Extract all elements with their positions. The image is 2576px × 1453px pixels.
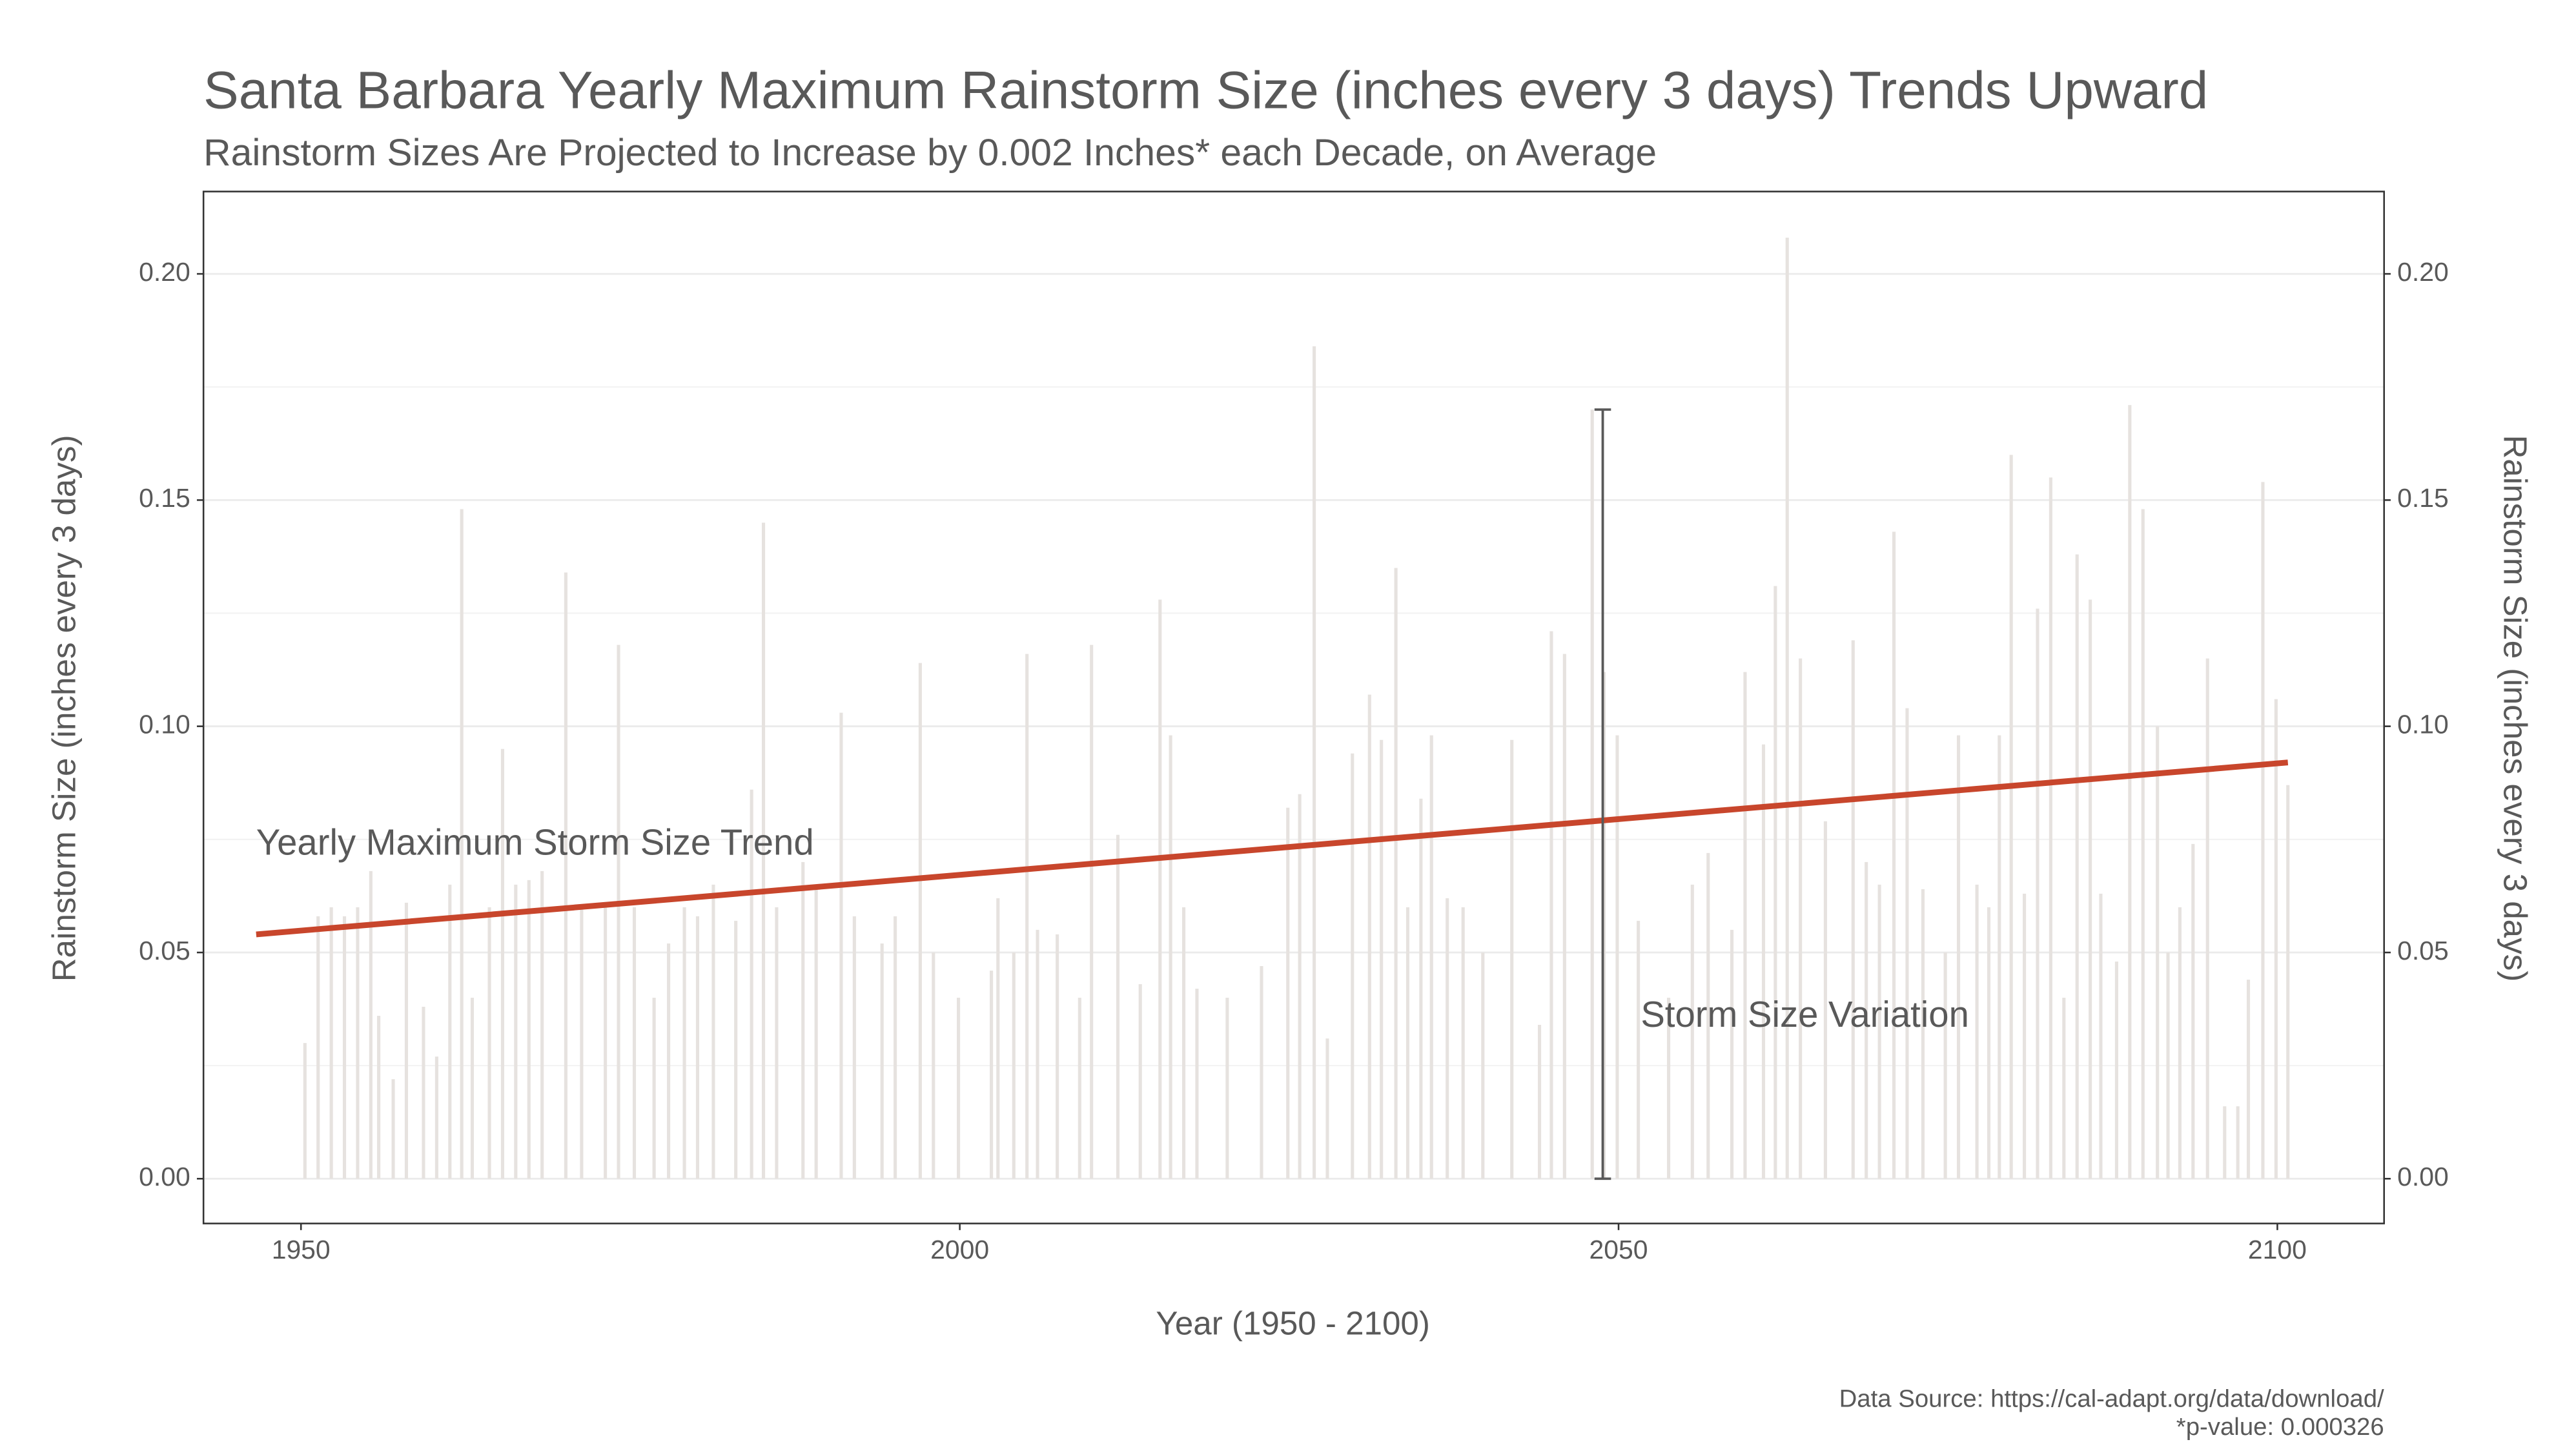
y2-tick-label: 0.15 — [2397, 483, 2449, 513]
x-tick-label: 1950 — [272, 1235, 331, 1264]
y2-tick-label: 0.20 — [2397, 257, 2449, 287]
y2-tick-label: 0.05 — [2397, 936, 2449, 965]
x-tick-label: 2050 — [1590, 1235, 1648, 1264]
trend-line — [256, 759, 2289, 938]
y2-tick-label: 0.10 — [2397, 709, 2449, 739]
caption: Data Source: https://cal-adapt.org/data/… — [1839, 1385, 2384, 1412]
caption: *p-value: 0.000326 — [2176, 1413, 2384, 1441]
x-tick-label: 2000 — [930, 1235, 989, 1264]
plot-border — [202, 191, 2386, 1224]
y-tick-label: 0.00 — [139, 1162, 190, 1191]
y-tick-label: 0.10 — [139, 709, 190, 739]
y2-axis-label: Rainstorm Size (inches every 3 days) — [2497, 435, 2534, 982]
y-tick-label: 0.05 — [139, 936, 190, 965]
y-tick-label: 0.20 — [139, 257, 190, 287]
chart-title: Santa Barbara Yearly Maximum Rainstorm S… — [203, 61, 2208, 119]
y-axis-label: Rainstorm Size (inches every 3 days) — [45, 435, 82, 982]
x-axis-label: Year (1950 - 2100) — [1156, 1305, 1429, 1342]
chart-subtitle: Rainstorm Sizes Are Projected to Increas… — [203, 132, 1657, 174]
x-tick-label: 2100 — [2248, 1235, 2307, 1264]
variation-label: Storm Size Variation — [1641, 994, 1969, 1035]
y2-tick-label: 0.00 — [2397, 1162, 2449, 1191]
trend-label: Yearly Maximum Storm Size Trend — [256, 822, 814, 863]
y-tick-label: 0.15 — [139, 483, 190, 513]
